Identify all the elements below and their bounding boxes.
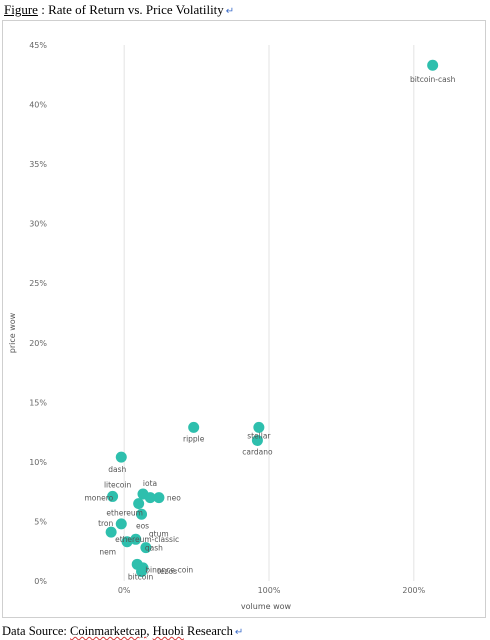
point-label-qtum: qtum xyxy=(149,529,169,538)
point-label-tron: tron xyxy=(98,519,113,528)
data-point-nem xyxy=(121,536,133,548)
data-point-neo xyxy=(153,492,165,504)
data-point-monero xyxy=(144,492,156,504)
point-label-iota: iota xyxy=(143,479,157,488)
return-mark-icon: ↵ xyxy=(225,6,235,17)
point-labels: bitcoin-cash ripple stellar cardano dash lite… xyxy=(84,75,455,581)
y-tick-label: 5% xyxy=(34,517,47,526)
data-point-bitcoin-cash xyxy=(427,59,439,71)
y-tick-label: 15% xyxy=(29,398,47,407)
x-tick-label: 0% xyxy=(118,586,131,595)
y-tick-label: 40% xyxy=(29,101,47,110)
point-label-tezos: tezos xyxy=(157,567,177,576)
source-prefix: Data Source: xyxy=(2,624,71,638)
data-point-ethereum-classic xyxy=(105,526,117,538)
point-label-bitcoin-cash: bitcoin-cash xyxy=(410,75,456,84)
y-axis-label: price wow xyxy=(8,312,17,353)
data-point-litecoin xyxy=(107,490,119,502)
data-point-ethereum xyxy=(133,498,145,510)
data-point-eos xyxy=(136,508,148,520)
scatter-chart: 0%5%10%15%20%25%30%35%40%45% 0% 100% 200% … xyxy=(8,41,456,611)
data-source-note: Data Source: Coinmarketcap, Huobi Resear… xyxy=(2,624,243,639)
figure-caption-text: : Rate of Return vs. Price Volatility xyxy=(37,2,224,17)
y-tick-label: 35% xyxy=(29,160,47,169)
point-label-bitcoin: bitcoin xyxy=(128,572,154,581)
data-point-stellar xyxy=(253,421,265,433)
source-coinmarketcap: Coinmarketcap xyxy=(70,624,147,638)
data-point-qash xyxy=(140,542,152,554)
point-label-ethereum: ethereum xyxy=(106,509,143,518)
source-huobi: Huobi xyxy=(152,624,184,638)
data-point-dash xyxy=(115,451,127,463)
y-tick-label: 20% xyxy=(29,339,47,348)
point-label-nem: nem xyxy=(99,548,116,557)
chart-frame: 0% 5% 10% 15% 20% 25% 30% 35% 40% 45% 0% 100% 200% … xyxy=(2,20,486,618)
point-label-ripple: ripple xyxy=(183,434,205,443)
point-label-stellar: stellar xyxy=(247,431,271,440)
point-label-monero: monero xyxy=(84,494,113,503)
y-tick-label: 45% xyxy=(29,41,47,50)
data-points xyxy=(105,59,439,577)
point-label-neo: neo xyxy=(167,494,181,503)
figure-caption: Figure : Rate of Return vs. Price Volati… xyxy=(4,2,234,18)
point-label-eos: eos xyxy=(136,521,149,530)
data-point-qtum xyxy=(130,533,142,545)
y-tick-label: 0% xyxy=(34,577,47,586)
y-tick-label: 25% xyxy=(29,279,47,288)
x-tick-labels: 0% 100% 200% xyxy=(118,586,426,595)
figure-caption-prefix: Figure xyxy=(4,2,38,17)
point-label-cardano: cardano xyxy=(242,447,273,456)
data-point-bitcoin xyxy=(136,565,148,577)
y-tick-labels: 0% 5% 10% 15% 20% 25% 30% 35% 40% 45% xyxy=(29,41,47,586)
point-label-binance-coin: binance-coin xyxy=(145,565,193,574)
data-point-tron xyxy=(115,518,127,530)
point-label-qash: qash xyxy=(145,544,163,553)
source-separator: , xyxy=(146,624,153,638)
source-suffix: Research xyxy=(183,624,233,638)
grid-layer xyxy=(123,45,415,581)
x-axis-label: volume wow xyxy=(241,602,292,611)
point-label-dash: dash xyxy=(108,465,126,474)
source-return-mark-icon: ↵ xyxy=(234,627,244,638)
y-tick-label: 30% xyxy=(29,220,47,229)
data-point-cardano xyxy=(251,434,263,446)
x-tick-label: 200% xyxy=(402,586,425,595)
x-tick-label: 100% xyxy=(258,586,281,595)
y-tick-label: 10% xyxy=(29,458,47,467)
point-label-ethereum-classic: ethereum-classic xyxy=(115,535,179,544)
point-label-litecoin: litecoin xyxy=(104,480,132,489)
data-point-ripple xyxy=(188,421,200,433)
